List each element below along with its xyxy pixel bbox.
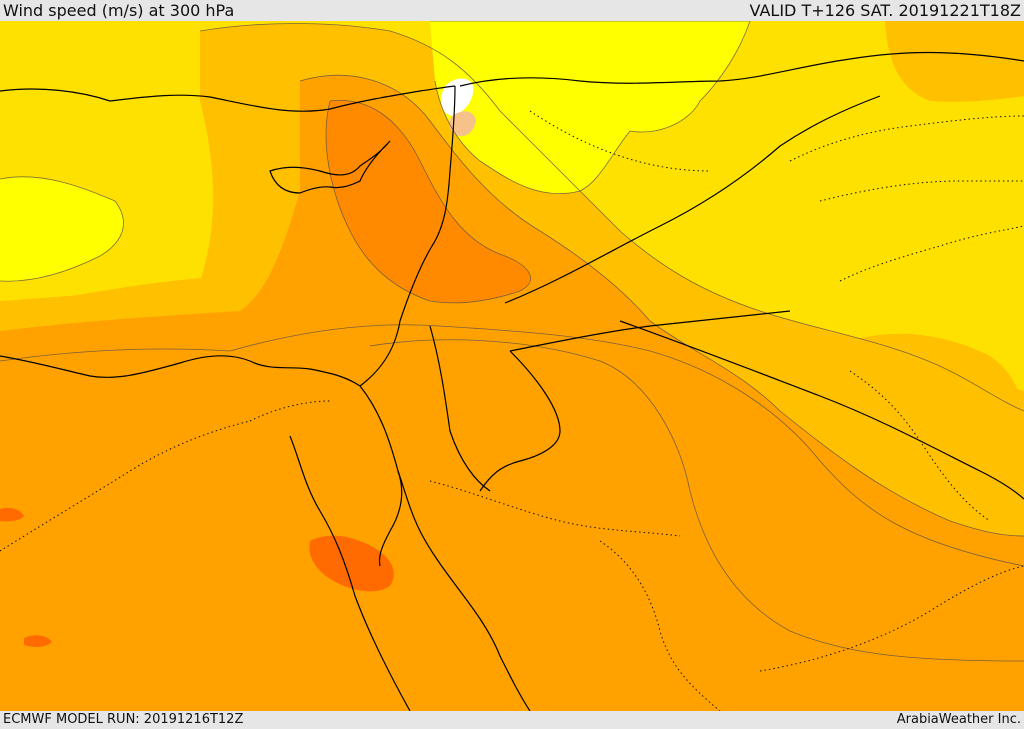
contour-line-core [370, 340, 1024, 661]
jordan-border [430, 326, 490, 491]
turkey-coast [460, 53, 1024, 87]
northeast-gold-zone [885, 21, 1024, 102]
contour-line-amber-band [300, 75, 1024, 536]
west-bright-yellow [0, 176, 124, 282]
cyprus [270, 141, 390, 193]
dotted-border-8 [840, 226, 1024, 281]
contour-line-west [0, 177, 123, 281]
dotted-border-1 [0, 421, 250, 551]
suez-gulf-east [398, 471, 530, 711]
east-lower-gold-patch [849, 333, 1024, 441]
small-southwest-patch [24, 635, 52, 647]
contour-line-upper-band [200, 24, 1024, 412]
map-footer: ECMWF MODEL RUN: 20191216T12Z ArabiaWeat… [0, 711, 1024, 729]
dotted-border-9 [850, 371, 990, 521]
red-sea-patch [309, 535, 394, 592]
dotted-border-4 [600, 541, 720, 711]
contour-line-lower [0, 325, 1024, 566]
contour-line-north [430, 21, 750, 194]
peach-patch [448, 111, 476, 137]
upper-orange-band [326, 100, 531, 303]
saudi-border-line [510, 311, 790, 351]
credit-label: ArabiaWeather Inc. [896, 712, 1021, 727]
suez-gulf-west [290, 436, 410, 711]
contour-line-orange-band [326, 100, 531, 303]
map-header: Wind speed (m/s) at 300 hPa VALID T+126 … [0, 0, 1024, 21]
dotted-border-5 [760, 566, 1024, 671]
small-west-patch [0, 507, 24, 522]
sinai-coast [360, 386, 402, 566]
egypt-coast [0, 356, 360, 386]
jordan-saudi-line [480, 351, 560, 491]
dotted-border-3 [430, 481, 680, 536]
wind-speed-map [0, 21, 1024, 711]
white-patch [440, 78, 474, 116]
levant-coast [360, 86, 455, 386]
model-run: ECMWF MODEL RUN: 20191216T12Z [3, 712, 244, 727]
upper-amber-band [0, 75, 1024, 711]
map-title: Wind speed (m/s) at 300 hPa [3, 1, 235, 20]
eastern-border-line [620, 321, 1024, 499]
map-svg [0, 21, 1024, 711]
dotted-border-7 [820, 181, 1024, 201]
iraq-border-line [505, 96, 880, 303]
valid-time: VALID T+126 SAT. 20191221T18Z [749, 1, 1021, 20]
north-coastline [0, 86, 455, 111]
north-bright-yellow [430, 21, 750, 194]
